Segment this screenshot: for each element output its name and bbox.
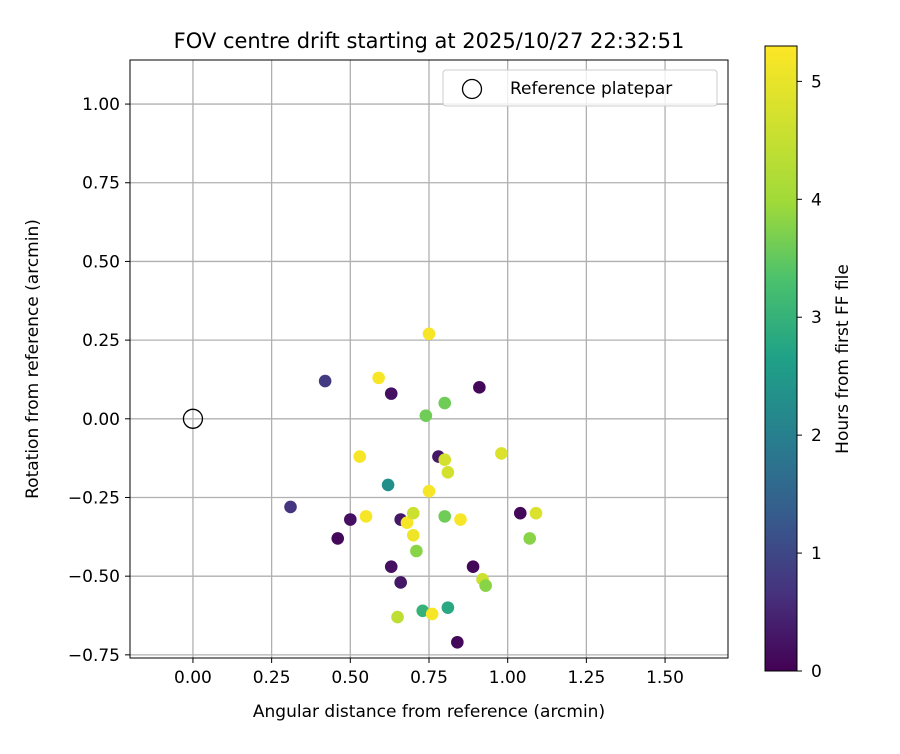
colorbar-bar	[764, 45, 798, 672]
data-point	[372, 371, 385, 385]
y-tick-label: 0.00	[82, 410, 120, 430]
data-point	[523, 532, 537, 545]
data-point	[384, 560, 398, 574]
data-point	[473, 381, 486, 394]
x-tick-label: 0.75	[410, 668, 448, 688]
data-point	[410, 544, 423, 558]
data-point	[344, 513, 357, 526]
y-tick-label: 0.25	[82, 331, 120, 351]
data-point	[384, 387, 398, 400]
legend-marker-icon	[461, 78, 483, 100]
data-point	[466, 560, 480, 574]
colorbar-tick-label: 5	[811, 72, 822, 92]
colorbar-tick-label: 3	[811, 308, 822, 328]
colorbar-tick-label: 2	[811, 426, 822, 446]
x-axis-label: Angular distance from reference (arcmin)	[253, 702, 605, 722]
data-point	[441, 466, 455, 479]
y-tick-label: −0.75	[68, 646, 120, 666]
y-tick-label: 0.75	[82, 174, 120, 194]
colorbar: 0 1 2 3 4 5 Hours from first FF file	[764, 45, 853, 682]
data-point	[441, 601, 455, 614]
legend-label: Reference platepar	[510, 79, 672, 99]
y-tick-label: −0.25	[68, 488, 120, 508]
data-point	[394, 576, 407, 589]
data-point	[451, 635, 464, 649]
colorbar-label: Hours from first FF file	[833, 264, 853, 454]
data-point	[529, 506, 543, 520]
data-points	[284, 327, 543, 649]
data-point	[381, 478, 395, 492]
data-point	[284, 500, 297, 514]
data-point	[419, 409, 433, 422]
data-point	[353, 450, 367, 463]
legend-box	[442, 69, 718, 107]
data-point	[438, 396, 452, 410]
data-point	[425, 607, 439, 621]
data-point	[400, 516, 414, 529]
y-tick-label: −0.50	[68, 567, 120, 587]
data-point	[454, 513, 467, 526]
y-tick-label: 0.50	[82, 252, 120, 272]
x-tick-label: 1.25	[567, 668, 605, 688]
reference-point	[182, 408, 204, 429]
y-tick-label: 1.00	[82, 95, 120, 115]
y-axis-label: Rotation from reference (arcmin)	[23, 219, 43, 499]
x-tick-label: 1.50	[646, 668, 684, 688]
x-tick-label: 1.00	[489, 668, 527, 688]
chart-title: FOV centre drift starting at 2025/10/27 …	[174, 29, 685, 53]
colorbar-ticks: 0 1 2 3 4 5	[797, 72, 822, 682]
data-point	[406, 506, 420, 520]
x-tick-label: 0.00	[174, 668, 212, 688]
colorbar-tick-label: 4	[811, 190, 822, 210]
x-tick-label: 0.50	[331, 668, 369, 688]
data-point	[359, 510, 373, 523]
x-axis-ticks: 0.00 0.25 0.50 0.75 1.00 1.25 1.50	[174, 658, 684, 688]
data-point	[331, 532, 345, 545]
data-point	[391, 610, 404, 624]
data-point	[406, 528, 420, 542]
data-point	[422, 327, 436, 341]
data-point	[495, 447, 508, 460]
data-point	[438, 453, 452, 467]
colorbar-tick-label: 0	[811, 662, 822, 682]
data-point	[318, 374, 332, 388]
colorbar-tick-label: 1	[811, 544, 822, 564]
data-point	[513, 506, 527, 520]
x-tick-label: 0.25	[253, 668, 291, 688]
data-point	[438, 510, 452, 523]
y-axis-ticks: −0.75 −0.50 −0.25 0.00 0.25 0.50 0.75 1.00	[68, 95, 130, 666]
data-point	[479, 579, 492, 592]
legend: Reference platepar	[442, 69, 718, 107]
data-point	[422, 484, 436, 498]
